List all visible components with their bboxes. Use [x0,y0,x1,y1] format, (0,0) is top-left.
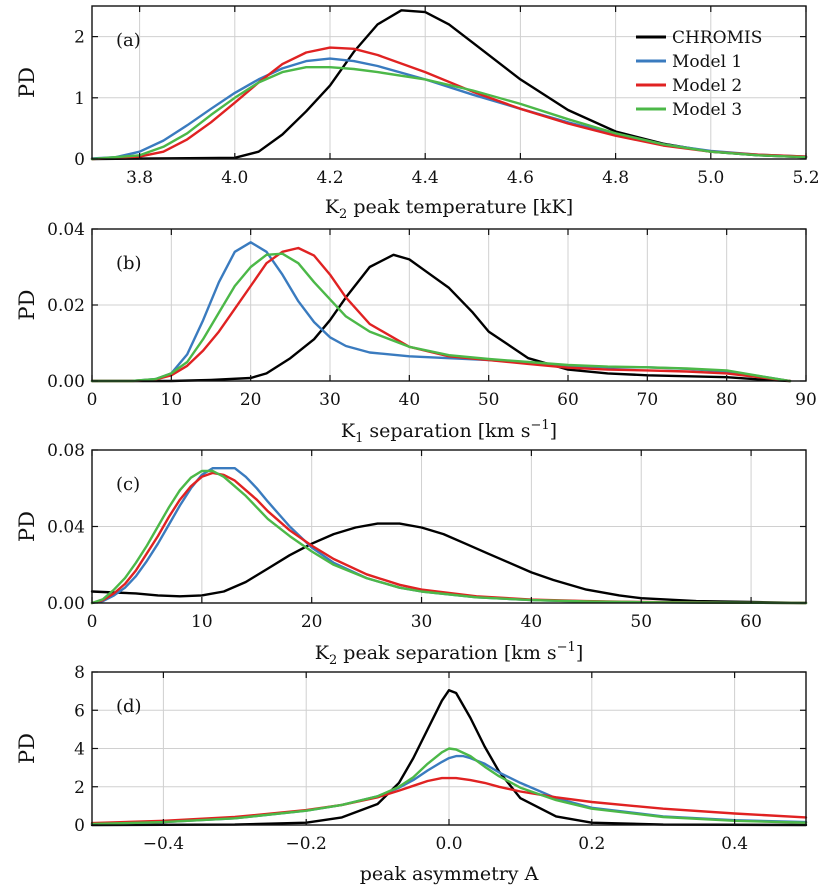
x-tick-label: 30 [319,390,341,410]
x-axis-label: K1 separation [km s−1] [341,418,557,446]
legend-label: Model 3 [672,100,742,120]
y-tick-label: 2 [74,778,85,798]
x-tick-label: 10 [191,612,213,632]
x-axis-label-end: ] [550,420,557,442]
x-tick-label: 4.8 [602,168,629,188]
panel-b: 0 10 20 30 40 50 60 70 80 90 0.00 0.02 0.04 PD K1 sepa… [15,220,817,446]
legend: CHROMIS Model 1 Model 2 Model 3 [636,28,762,120]
x-tick-label: 60 [557,390,579,410]
y-tick-label: 0.08 [47,441,85,461]
x-tick-label: 4.0 [221,168,248,188]
x-tick-label: 60 [740,612,762,632]
y-tick-label: 4 [74,740,85,760]
series-line-model-3 [90,747,808,826]
x-tick-label: 20 [240,390,262,410]
x-tick-label: 4.4 [412,168,439,188]
panel-tag: (b) [116,253,142,274]
panel-tag: (d) [116,696,142,717]
series-line-model-3 [90,65,808,161]
y-tick-label: 1 [74,89,85,109]
panel-tag: (a) [116,30,141,51]
x-tick-label: 4.6 [507,168,534,188]
y-axis-label: PD [15,67,39,98]
x-tick-label: 40 [521,612,543,632]
y-tick-label: 0 [74,150,85,170]
x-tick-label: 70 [637,390,659,410]
y-tick-label: 2 [74,28,85,48]
y-tick-label: 0 [74,816,85,836]
x-tick-label: 0.0 [435,834,462,854]
x-tick-label: 0.4 [721,834,748,854]
series-line-model-1 [90,241,792,383]
series-line-model-2 [90,246,792,383]
x-axis-label-main: K [315,642,330,664]
panel-c: 0 10 20 30 40 50 60 0.00 0.04 0.08 PD K2 peak separ… [15,441,808,668]
x-tick-label: 0 [87,390,98,410]
series-line-chromis [90,253,792,383]
x-axis-label-subscript: 2 [329,653,337,668]
x-axis-label-main: peak asymmetry A [360,863,539,885]
x-tick-label: 0.2 [578,834,605,854]
y-tick-label: 0.00 [47,594,85,614]
x-axis-label-end: ] [576,642,583,664]
panel-tag: (c) [116,474,140,495]
x-tick-label: 4.2 [316,168,343,188]
x-tick-label: 10 [161,390,183,410]
y-tick-label: 8 [74,663,85,683]
x-tick-label: −0.2 [286,834,327,854]
series-line-model-2 [90,46,808,161]
x-axis-label: K2 peak separation [km s−1] [315,640,583,668]
y-tick-label: 0.04 [47,220,85,240]
x-tick-label: 50 [630,612,652,632]
x-tick-label: 30 [411,612,433,632]
legend-label: Model 2 [672,76,742,96]
x-axis-label-text: peak temperature [kK] [347,196,573,218]
series-line-model-2 [90,471,808,605]
x-axis-label-subscript: 2 [339,207,347,222]
x-axis-label-text: peak separation [km s [337,642,556,664]
x-tick-label: 5.2 [792,168,819,188]
x-axis-label-main: K [325,196,340,218]
x-tick-label: 50 [478,390,500,410]
x-tick-label: 3.8 [126,168,153,188]
x-axis-label-superscript: −1 [557,640,576,655]
y-tick-label: 0.04 [47,518,85,538]
y-tick-label: 6 [74,701,85,721]
x-tick-label: 20 [301,612,323,632]
x-tick-label: 5.0 [697,168,724,188]
x-tick-label: 90 [795,390,817,410]
x-axis-label-main: K [341,420,356,442]
y-tick-label: 0.02 [47,296,85,316]
x-tick-label: 40 [399,390,421,410]
y-tick-label: 0.00 [47,372,85,392]
x-axis-label: K2 peak temperature [kK] [325,196,573,222]
x-tick-label: 80 [716,390,738,410]
series-line-chromis [90,522,808,605]
x-axis-label: peak asymmetry A [360,863,539,885]
panel-d: −0.4 −0.2 0.0 0.2 0.4 0 2 4 6 8 PD peak asymmetry A… [15,663,808,885]
series-line-chromis [90,689,808,827]
y-axis-label: PD [15,733,39,764]
y-axis-label: PD [15,511,39,542]
x-tick-label: 0 [87,612,98,632]
x-tick-label: −0.4 [143,834,184,854]
plot-frame [91,5,807,160]
x-axis-label-subscript: 1 [355,431,363,446]
series-line-model-3 [90,252,792,383]
y-axis-label: PD [15,290,39,321]
series-line-model-3 [90,469,808,605]
legend-label: CHROMIS [672,28,762,48]
x-axis-label-text: separation [km s [363,420,530,442]
legend-label: Model 1 [672,52,742,72]
x-axis-label-superscript: −1 [531,418,550,433]
